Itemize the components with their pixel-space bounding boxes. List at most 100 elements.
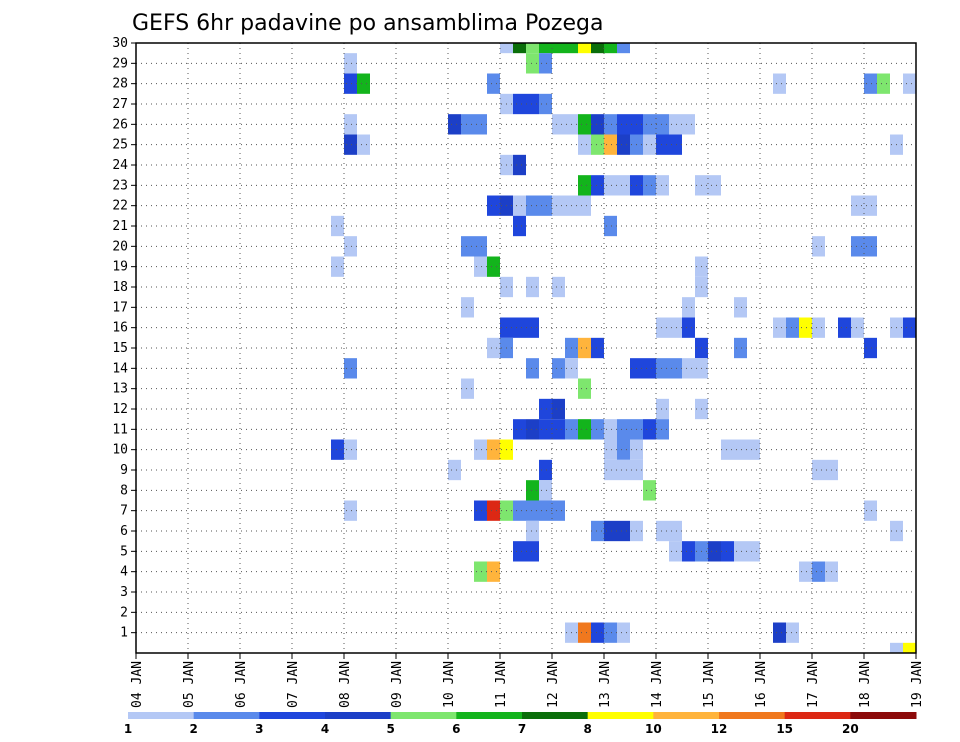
y-tick-label: 30 [112,36,128,51]
heatmap-cell [682,358,695,379]
x-tick-label: 11 JAN [494,661,509,708]
heatmap-cell [487,561,500,582]
heatmap-cell [786,622,799,643]
colorbar-segment [784,712,851,719]
heatmap-cell [513,154,526,176]
x-tick-label: 12 JAN [546,661,561,708]
chart-title: GEFS 6hr padavine po ansamblima Pozega [132,11,603,36]
y-tick-label: 17 [112,300,128,315]
heatmap-cell [357,134,370,155]
heatmap-cell [643,134,656,155]
y-tick-label: 29 [112,56,128,71]
heatmap-cell [773,317,786,338]
heatmap-cell [539,459,552,481]
heatmap-cell [565,43,578,54]
colorbar-label: 2 [189,722,197,736]
colorbar-segment [850,712,917,719]
y-tick-label: 23 [112,178,128,193]
heatmap-cell [604,459,617,481]
heatmap-cell [682,541,695,562]
heatmap-cell [591,337,604,359]
colorbar-label: 1 [124,722,132,736]
heatmap-cell [344,236,357,257]
heatmap-cell [474,114,487,135]
heatmap-cell [331,256,344,277]
colorbar-label: 4 [321,722,329,736]
y-tick-label: 11 [112,422,128,437]
heatmap-cell [864,195,877,216]
x-tick-label: 19 JAN [910,661,925,708]
heatmap-cell [708,541,721,562]
heatmap-cell [617,134,630,155]
x-tick-label: 13 JAN [598,661,613,708]
heatmap-cell [474,561,487,582]
heatmap-cell [539,480,552,501]
colorbar-segment [193,712,260,719]
y-tick-label: 7 [120,504,128,519]
heatmap-cell [903,642,916,653]
heatmap-cell [552,500,565,521]
heatmap-cell [643,358,656,379]
y-tick-label: 19 [112,260,128,275]
heatmap-cell [578,622,591,643]
heatmap-cell [526,317,539,338]
y-tick-label: 13 [112,382,128,397]
heatmap-cell [656,134,669,155]
y-tick-label: 10 [112,443,128,458]
y-tick-label: 2 [120,605,128,620]
y-tick-label: 21 [112,219,128,234]
y-tick-label: 5 [120,544,128,559]
heatmap-cell [578,175,591,196]
x-tick-label: 10 JAN [442,661,457,708]
colorbar-label: 20 [842,722,859,736]
y-axis: 1234567891011121314151617181920212223242… [112,36,136,641]
heatmap-cell [539,419,552,440]
heatmap-cell [617,43,630,54]
heatmap-cell [526,500,539,521]
heatmap-cell [552,276,565,298]
heatmap-cell [812,236,825,257]
y-tick-label: 27 [112,97,128,112]
heatmap-cell [656,114,669,135]
colorbar-segment [522,712,589,719]
heatmap-cell [812,561,825,582]
heatmap-cell [591,114,604,135]
heatmap-cell [344,358,357,379]
heatmap-cell [539,93,552,115]
heatmap-cell [682,114,695,135]
heatmap-cell [721,439,734,460]
heatmap-cell [591,43,604,54]
x-axis: 04 JAN 05 JAN 06 JAN 07 JAN 08 JAN 09 JAN 10 J… [130,653,925,708]
heatmap-cell [604,419,617,440]
heatmap-cell [578,337,591,359]
heatmap-cell [656,175,669,196]
heatmap-cell [838,317,851,338]
heatmap-cell [812,459,825,481]
heatmap-cell [344,114,357,135]
y-tick-label: 8 [120,483,128,498]
heatmap-cell [474,439,487,460]
heatmap-cell [487,256,500,277]
x-tick-label: 15 JAN [702,661,717,708]
heatmap-cell [786,317,799,338]
y-tick-label: 24 [112,158,128,173]
heatmap-cell [591,175,604,196]
heatmap-cell [643,114,656,135]
heatmap-cell [461,236,474,257]
heatmap-cell [734,439,747,460]
heatmap-cell [539,195,552,216]
heatmap-cell [513,500,526,521]
heatmap-cell [474,236,487,257]
heatmap-cell [890,642,903,653]
heatmap-cell [734,541,747,562]
heatmap-cell [552,114,565,135]
heatmap-cell [864,73,877,94]
heatmap-cell [578,419,591,440]
heatmap-cell [682,317,695,338]
x-tick-label: 17 JAN [806,661,821,708]
heatmap-cell [656,317,669,338]
heatmap-cell [617,439,630,460]
y-tick-label: 9 [120,463,128,478]
colorbar-label: 7 [518,722,526,736]
